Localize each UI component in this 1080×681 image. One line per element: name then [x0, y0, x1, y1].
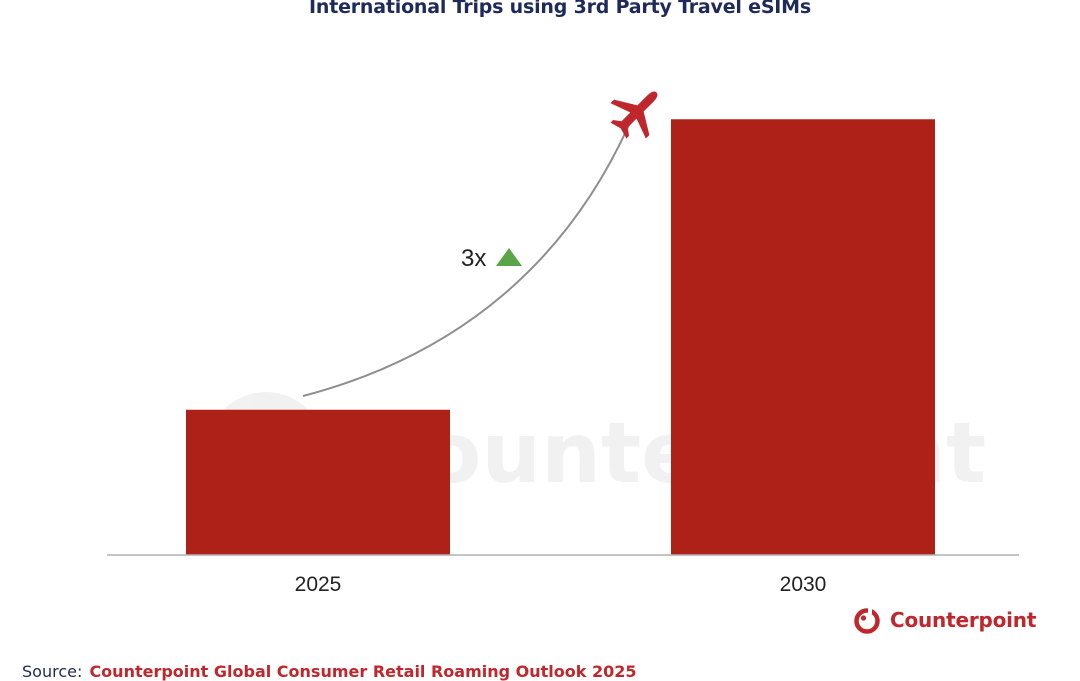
- airplane-icon: [610, 91, 658, 139]
- bar-2025: [186, 409, 450, 555]
- source-name: Counterpoint Global Consumer Retail Roam…: [89, 662, 637, 681]
- x-tick-labels: 2025 2030: [295, 573, 827, 596]
- x-tick-label-2030: 2030: [780, 573, 827, 596]
- bars-group: [186, 119, 935, 555]
- brand-logo: Counterpoint: [852, 603, 1036, 637]
- x-tick-label-2025: 2025: [295, 573, 342, 596]
- source-note: Source: Counterpoint Global Consumer Ret…: [22, 662, 637, 681]
- source-prefix: Source:: [22, 662, 83, 681]
- green-up-triangle-icon: [496, 248, 522, 266]
- bar-2030: [671, 119, 935, 555]
- brand-name: Counterpoint: [890, 608, 1037, 632]
- counterpoint-logo-icon: [854, 607, 880, 634]
- chart-title: International Trips using 3rd Party Trav…: [309, 0, 811, 18]
- growth-curve: [302, 117, 633, 397]
- growth-multiplier-label: 3x: [461, 245, 486, 272]
